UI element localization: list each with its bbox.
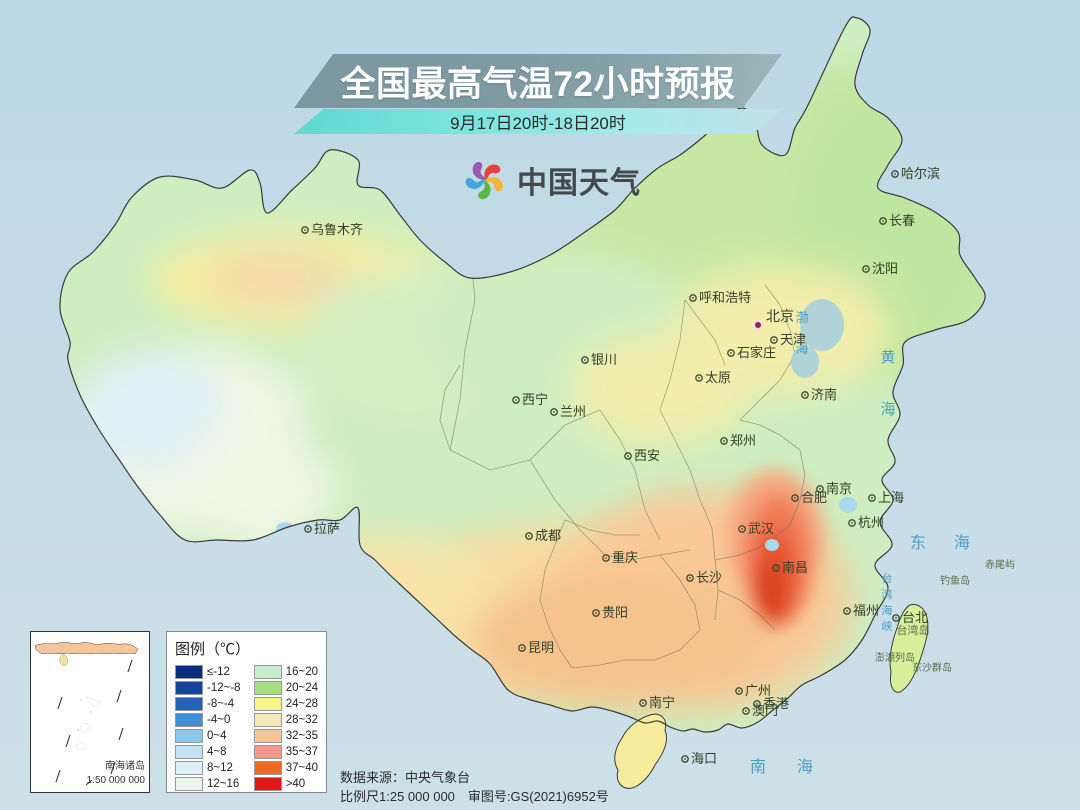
svg-text:昆明: 昆明 xyxy=(528,640,554,655)
svg-text:天津: 天津 xyxy=(780,332,806,347)
svg-text:湾: 湾 xyxy=(882,587,893,601)
svg-text:南宁: 南宁 xyxy=(649,695,675,710)
svg-text:台: 台 xyxy=(882,571,893,585)
svg-text:西安: 西安 xyxy=(634,448,660,463)
svg-text:银川: 银川 xyxy=(591,352,617,367)
svg-text:哈尔滨: 哈尔滨 xyxy=(901,166,940,181)
svg-text:西宁: 西宁 xyxy=(522,392,548,407)
svg-text:南: 南 xyxy=(750,758,766,776)
svg-text:重庆: 重庆 xyxy=(612,550,638,565)
svg-text:东沙群岛: 东沙群岛 xyxy=(912,661,952,674)
svg-text:海: 海 xyxy=(882,603,893,617)
svg-text:兰州: 兰州 xyxy=(560,404,586,419)
svg-text:台北: 台北 xyxy=(902,610,928,625)
svg-text:澳门: 澳门 xyxy=(752,703,778,718)
svg-text:赤尾屿: 赤尾屿 xyxy=(985,559,1015,571)
svg-text:峡: 峡 xyxy=(882,619,893,633)
svg-text:太原: 太原 xyxy=(705,370,731,385)
svg-text:北京: 北京 xyxy=(766,308,794,324)
svg-text:福州: 福州 xyxy=(853,603,879,618)
svg-text:长沙: 长沙 xyxy=(696,570,722,585)
svg-text:渤: 渤 xyxy=(795,310,808,325)
svg-text:东: 东 xyxy=(910,534,926,552)
svg-text:海口: 海口 xyxy=(691,751,717,766)
svg-text:贵阳: 贵阳 xyxy=(602,605,628,620)
svg-text:海: 海 xyxy=(954,534,970,552)
svg-text:南京: 南京 xyxy=(826,481,852,496)
svg-text:沈阳: 沈阳 xyxy=(872,261,898,276)
svg-text:武汉: 武汉 xyxy=(748,521,774,536)
svg-text:黄: 黄 xyxy=(880,349,895,366)
svg-text:杭州: 杭州 xyxy=(858,515,884,530)
svg-text:海: 海 xyxy=(880,401,895,418)
svg-text:乌鲁木齐: 乌鲁木齐 xyxy=(311,222,363,237)
svg-text:石家庄: 石家庄 xyxy=(737,345,776,360)
svg-text:郑州: 郑州 xyxy=(730,433,756,448)
svg-text:上海: 上海 xyxy=(878,490,904,505)
svg-text:合肥: 合肥 xyxy=(801,490,827,505)
svg-text:成都: 成都 xyxy=(535,528,561,543)
svg-text:呼和浩特: 呼和浩特 xyxy=(699,290,751,305)
svg-text:拉萨: 拉萨 xyxy=(314,521,340,536)
svg-text:海: 海 xyxy=(797,758,813,776)
svg-text:南昌: 南昌 xyxy=(782,560,808,575)
svg-text:钓鱼岛: 钓鱼岛 xyxy=(940,574,970,587)
svg-text:济南: 济南 xyxy=(811,387,837,402)
svg-text:台湾岛: 台湾岛 xyxy=(897,623,930,637)
svg-text:澎湖列岛: 澎湖列岛 xyxy=(875,651,915,664)
svg-text:长春: 长春 xyxy=(889,213,915,228)
